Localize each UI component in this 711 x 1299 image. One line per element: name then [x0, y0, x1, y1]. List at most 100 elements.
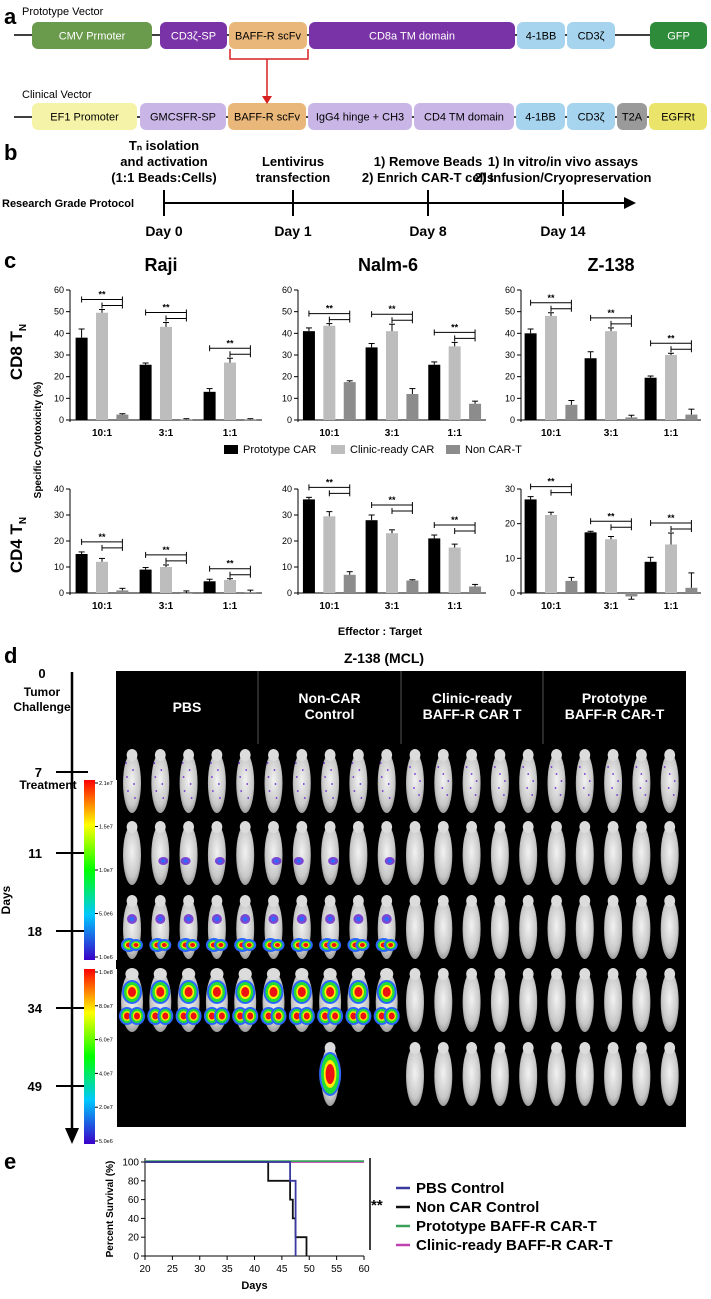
x-tick-label: 3:1 [159, 601, 174, 612]
vector-segment-label: EGFRt [661, 112, 695, 124]
row-label-cd4: CD4 TN [7, 517, 29, 573]
bar-prototype-car-3-1 [584, 532, 597, 593]
signal [330, 859, 336, 863]
mouse-head [239, 749, 251, 761]
x-tick-label: 1:1 [447, 601, 462, 612]
mouse-head [551, 895, 562, 907]
survival-x-tick-label: 30 [194, 1264, 206, 1275]
bar-non-car-t-3-1 [625, 417, 638, 420]
mouse-image [406, 821, 424, 885]
mouse-head [409, 968, 421, 980]
mouse-image [604, 749, 623, 813]
mouse-image [660, 821, 679, 885]
bar-clinic-ready-car-1-1 [665, 355, 677, 420]
signal [358, 769, 361, 771]
significance-label: ** [607, 511, 615, 521]
bar-clinic-ready-car-3-1 [160, 326, 172, 420]
signal [302, 783, 305, 785]
signal [470, 773, 473, 775]
signal [156, 987, 165, 997]
signal [359, 783, 362, 785]
signal [266, 762, 269, 764]
mouse-image [547, 968, 566, 1032]
significance-label: ** [547, 293, 555, 303]
mouse-body [604, 825, 623, 885]
signal [413, 787, 415, 789]
mouse-body [179, 753, 198, 813]
survival-x-label: Days [241, 1280, 267, 1292]
bar-clinic-ready-car-1-1 [448, 547, 461, 593]
mouse-image [236, 821, 255, 885]
survival-x-tick-label: 55 [331, 1264, 343, 1275]
mouse-head [579, 1042, 591, 1054]
bar-clinic-ready-car-10-1 [323, 325, 336, 420]
mouse-body [462, 1046, 481, 1106]
mouse-head [239, 821, 251, 833]
mouse-body [292, 825, 311, 885]
y-tick-label: 0 [510, 588, 515, 598]
signal [245, 769, 248, 771]
signal [378, 1012, 385, 1020]
bar-clinic-ready-car-3-1 [386, 331, 398, 420]
mouse-image [123, 749, 141, 813]
bar-clinic-ready-car-10-1 [545, 515, 557, 593]
bar-non-car-t-3-1 [406, 394, 419, 420]
mouse-head [409, 821, 421, 833]
scale-tick-label: 1.0e8 [99, 970, 113, 976]
mouse-body [349, 825, 368, 885]
signal [124, 1012, 130, 1020]
survival-line-pbs-control [145, 1161, 297, 1256]
significance-label: ** [388, 304, 396, 314]
survival-y-tick-label: 100 [122, 1158, 139, 1169]
signal [387, 783, 390, 785]
mouse-body [123, 753, 141, 813]
signal [327, 916, 333, 922]
signal [247, 1012, 254, 1020]
signal [465, 766, 468, 768]
mouse-head [607, 821, 619, 833]
mouse-head [607, 749, 619, 761]
mouse-image [575, 749, 594, 813]
survival-y-tick-label: 80 [128, 1176, 140, 1187]
mouse-body [632, 825, 651, 885]
signal [330, 769, 332, 771]
signal [325, 790, 327, 792]
mouse-image [321, 749, 340, 813]
x-tick-label: 10:1 [541, 428, 561, 439]
y-tick-label: 30 [282, 350, 292, 360]
cytotoxicity-chart-cd4-tn-nalm-6: 0 10 20 30 40 10:1 ** 3:1 ** 1:1 ** [282, 477, 486, 612]
y-tick-label: 40 [54, 484, 64, 494]
significance-label: ** [388, 495, 396, 505]
y-tick-label: 10 [54, 562, 64, 572]
signal [504, 780, 506, 782]
day-tick-label: 11 [28, 846, 42, 861]
mouse-head [126, 749, 138, 761]
signal [267, 776, 270, 778]
signal [673, 780, 676, 782]
signal [275, 1012, 282, 1020]
vector-segment-cd3: CD3ζ [567, 22, 615, 49]
signal [295, 776, 298, 778]
mouse-image [490, 968, 509, 1032]
protocol-step-text: 2) Enrich CAR-T cells [362, 170, 494, 185]
group-header-line: PBS [173, 699, 202, 715]
signal [158, 916, 163, 922]
mouse-head [126, 821, 138, 833]
signal [242, 916, 248, 922]
y-tick-label: 30 [505, 484, 515, 494]
row-label-cd8: CD8 TN [7, 324, 29, 380]
y-tick-label: 0 [287, 588, 292, 598]
significance-label: ** [162, 545, 170, 555]
signal [668, 773, 671, 775]
vector-segment-igg4-hinge-ch3: IgG4 hinge + CH3 [308, 103, 412, 130]
legend-item-clinic-ready-car: Clinic-ready CAR [331, 444, 434, 456]
mouse-body [207, 825, 226, 885]
bar-prototype-car-1-1 [644, 377, 657, 420]
signal [380, 776, 383, 778]
vector-segment-label: T2A [622, 112, 643, 124]
scfv-arrow-head [262, 96, 272, 104]
